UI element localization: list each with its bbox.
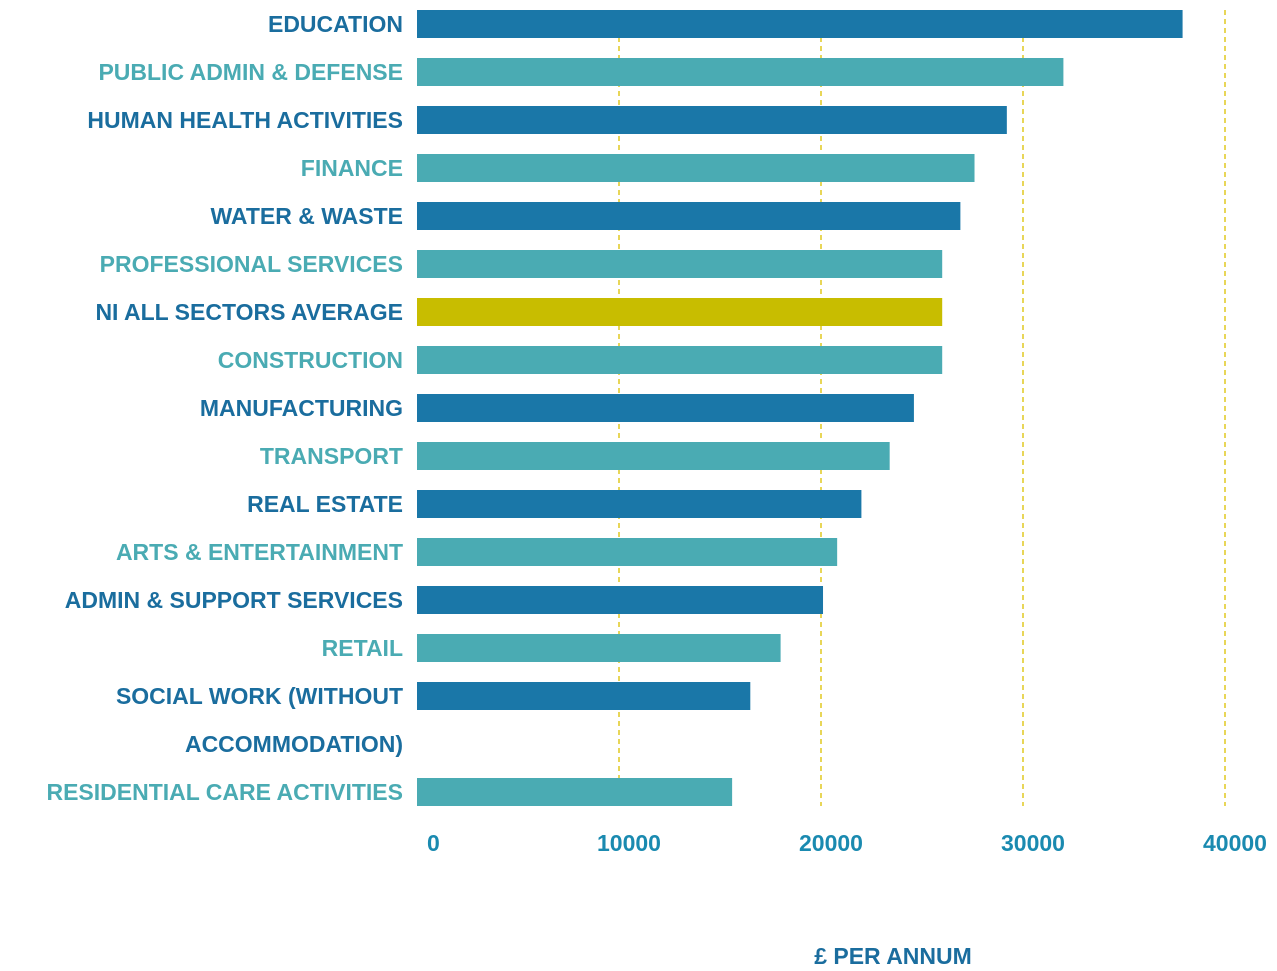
category-label: TRANSPORT — [259, 443, 403, 469]
category-label: REAL ESTATE — [247, 491, 403, 517]
bar — [417, 346, 943, 374]
bar — [417, 58, 1064, 86]
bar — [417, 202, 961, 230]
category-label: FINANCE — [300, 155, 403, 181]
category-label: MANUFACTURING — [199, 395, 403, 421]
bar — [417, 106, 1007, 134]
bar — [417, 778, 733, 806]
category-label: CONSTRUCTION — [217, 347, 403, 373]
bar — [417, 682, 751, 710]
category-label: SOCIAL WORK (WITHOUT ACCOMMODATION) — [115, 683, 403, 757]
bar — [417, 634, 781, 662]
bar — [417, 154, 975, 182]
bar — [417, 586, 824, 614]
category-label: PROFESSIONAL SERVICES — [99, 251, 403, 277]
category-label: ADMIN & SUPPORT SERVICES — [64, 587, 403, 613]
bar — [417, 250, 943, 278]
category-label: PUBLIC ADMIN & DEFENSE — [98, 59, 403, 85]
bar — [417, 538, 838, 566]
category-label: RETAIL — [321, 635, 403, 661]
bar — [417, 442, 890, 470]
x-tick-label: 30000 — [1001, 830, 1065, 856]
category-label: WATER & WASTE — [210, 203, 403, 229]
x-tick-label: 40000 — [1203, 830, 1267, 856]
bar — [417, 394, 914, 422]
bar — [417, 10, 1183, 38]
x-axis-label: £ PER ANNUM — [814, 943, 972, 969]
x-tick-label: 0 — [427, 830, 440, 856]
x-tick-label: 10000 — [597, 830, 661, 856]
category-label: HUMAN HEALTH ACTIVITIES — [87, 107, 403, 133]
bar — [417, 490, 862, 518]
bar — [417, 298, 943, 326]
category-label: RESIDENTIAL CARE ACTIVITIES — [46, 779, 403, 805]
x-tick-label: 20000 — [799, 830, 863, 856]
category-label: ARTS & ENTERTAINMENT — [115, 539, 403, 565]
category-label: NI ALL SECTORS AVERAGE — [95, 299, 403, 325]
category-label: EDUCATION — [267, 11, 403, 37]
